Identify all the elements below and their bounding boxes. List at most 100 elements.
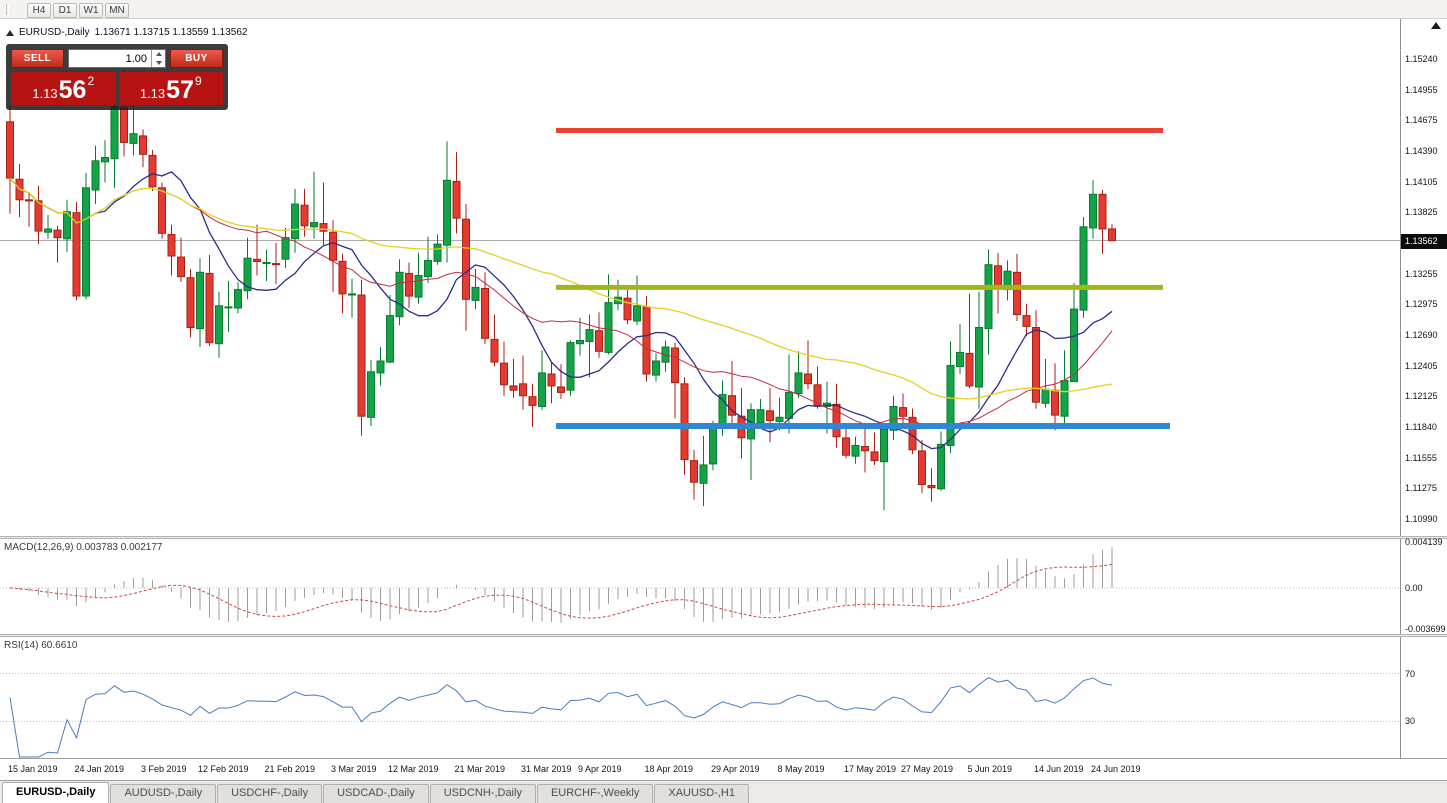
- candlestick-chart[interactable]: [0, 19, 1400, 536]
- timeframe-button-mn[interactable]: MN: [105, 3, 129, 18]
- date-axis-label: 9 Apr 2019: [578, 764, 622, 774]
- date-axis-label: 24 Jun 2019: [1091, 764, 1141, 774]
- date-axis-label: 21 Feb 2019: [264, 764, 316, 774]
- macd-histogram: [19, 547, 1113, 623]
- date-axis-label: 12 Mar 2019: [388, 764, 439, 774]
- timeframe-button-d1[interactable]: D1: [53, 3, 77, 18]
- volume-input[interactable]: 1.00: [68, 49, 166, 68]
- symbol-tab-eurusd-daily[interactable]: EURUSD-,Daily: [2, 782, 110, 803]
- date-axis-label: 27 May 2019: [901, 764, 954, 774]
- date-axis[interactable]: 15 Jan 2019 24 Jan 2019 3 Feb 2019 12 Feb 2…: [0, 758, 1447, 780]
- candles-group: [6, 69, 1116, 511]
- toolbar-grip-icon[interactable]: [6, 3, 9, 15]
- macd-axis[interactable]: 0.004139 0.00 -0.003699: [1400, 537, 1447, 634]
- rsi-indicator-label: RSI(14) 60.6610: [4, 640, 78, 651]
- timeframe-toolbar: H4 D1 W1 MN: [0, 0, 1447, 19]
- date-axis-label: 17 May 2019: [844, 764, 897, 774]
- price-axis-label: 1.11840: [1405, 422, 1437, 433]
- macd-axis-label: -0.003699: [1405, 624, 1446, 634]
- sell-price-pips: 56: [58, 76, 87, 104]
- date-axis-label: 21 Mar 2019: [454, 764, 506, 774]
- price-axis-label: 1.14955: [1405, 84, 1438, 95]
- price-axis-label: 1.12405: [1405, 360, 1438, 371]
- sell-button[interactable]: SELL: [11, 49, 64, 68]
- current-price-badge: 1.13562: [1401, 233, 1447, 249]
- price-axis-label: 1.12690: [1405, 330, 1438, 341]
- volume-spinner-up-icon[interactable]: [152, 50, 165, 59]
- date-axis-label: 3 Feb 2019: [141, 764, 187, 774]
- ma-fast-line[interactable]: [9, 171, 1113, 450]
- date-axis-label: 29 Apr 2019: [711, 764, 760, 774]
- date-axis-label: 5 Jun 2019: [967, 764, 1013, 774]
- rsi-chart[interactable]: [0, 637, 1400, 758]
- rsi-level-label: 30: [1405, 716, 1416, 727]
- symbol-tab-eurchf-weekly[interactable]: EURCHF-,Weekly: [536, 784, 654, 803]
- sell-price-display[interactable]: 1.13 56 2: [11, 72, 116, 105]
- price-axis-label: 1.14675: [1405, 115, 1438, 126]
- pane-splitter[interactable]: [0, 536, 1447, 539]
- macd-signal-line: [9, 564, 1113, 619]
- date-axis-label: 15 Jan 2019: [8, 764, 58, 774]
- date-axis-label: 31 Mar 2019: [521, 764, 572, 774]
- main-chart-pane: EURUSD-,Daily 1.13671 1.13715 1.13559 1.…: [0, 19, 1447, 536]
- timeframe-button-w1[interactable]: W1: [79, 3, 103, 18]
- buy-price-display[interactable]: 1.13 57 9: [118, 72, 223, 105]
- main-chart-plot[interactable]: EURUSD-,Daily 1.13671 1.13715 1.13559 1.…: [0, 19, 1400, 536]
- price-axis-label: 1.13825: [1405, 207, 1438, 218]
- sell-price-point: 2: [87, 74, 95, 88]
- symbol-tab-usdcad-daily[interactable]: USDCAD-,Daily: [323, 784, 429, 803]
- pane-splitter[interactable]: [0, 634, 1447, 637]
- buy-price-point: 9: [194, 74, 202, 88]
- symbol-tab-usdcnh-daily[interactable]: USDCNH-,Daily: [429, 784, 536, 803]
- buy-price-pips: 57: [166, 76, 194, 104]
- price-axis-label: 1.12125: [1405, 391, 1438, 402]
- price-axis[interactable]: 1.13562 1.15240 1.14955 1.14675 1.14390 1.14…: [1400, 19, 1447, 536]
- symbol-tab-usdchf-daily[interactable]: USDCHF-,Daily: [217, 784, 323, 803]
- price-axis-label: 1.12975: [1405, 299, 1438, 310]
- macd-indicator-label: MACD(12,26,9) 0.003783 0.002177: [4, 542, 163, 553]
- chart-tab-bar: EURUSD-,Daily AUDUSD-,Daily USDCHF-,Daily U…: [0, 780, 1447, 803]
- timeframe-button-h4[interactable]: H4: [27, 3, 51, 18]
- volume-spinner: [151, 50, 165, 67]
- macd-axis-label: 0.00: [1405, 582, 1423, 593]
- price-axis-label: 1.10990: [1405, 514, 1438, 525]
- rsi-plot[interactable]: RSI(14) 60.6610: [0, 637, 1400, 758]
- rsi-axis[interactable]: 70 30: [1400, 637, 1447, 758]
- price-axis-label: 1.11555: [1405, 452, 1437, 463]
- rsi-indicator-pane: RSI(14) 60.6610 70 30: [0, 637, 1447, 758]
- price-axis-label: 1.15240: [1405, 54, 1438, 65]
- buy-price-whole: 1.13: [139, 86, 166, 101]
- buy-button[interactable]: BUY: [170, 49, 223, 68]
- macd-axis-label: 0.004139: [1405, 537, 1443, 547]
- price-axis-label: 1.13255: [1405, 268, 1438, 279]
- date-axis-label: 8 May 2019: [777, 764, 825, 774]
- symbol-tab-audusd-daily[interactable]: AUDUSD-,Daily: [110, 784, 217, 803]
- ma-slow-line[interactable]: [9, 177, 1113, 400]
- macd-indicator-pane: MACD(12,26,9) 0.003783 0.002177 0.004139…: [0, 537, 1447, 634]
- timeframe-button-group: H4 D1 W1 MN: [27, 0, 131, 18]
- macd-plot[interactable]: MACD(12,26,9) 0.003783 0.002177: [0, 539, 1400, 634]
- one-click-trading-panel: SELL 1.00 BUY 1.13 56 2: [6, 44, 228, 110]
- macd-chart[interactable]: [0, 539, 1400, 634]
- trade-panel-collapse-icon[interactable]: [6, 29, 14, 36]
- price-axis-label: 1.11275: [1405, 483, 1437, 494]
- date-axis-label: 24 Jan 2019: [74, 764, 125, 774]
- symbol-tab-xauusd-h1[interactable]: XAUUSD-,H1: [654, 784, 749, 803]
- rsi-level-label: 70: [1405, 668, 1416, 679]
- price-axis-label: 1.14105: [1405, 176, 1438, 187]
- date-axis-label: 12 Feb 2019: [198, 764, 249, 774]
- current-price-value: 1.13562: [1405, 235, 1438, 246]
- rsi-line: [9, 677, 1113, 758]
- chart-symbol-label: EURUSD-,Daily: [19, 27, 90, 38]
- sell-price-whole: 1.13: [32, 86, 58, 101]
- price-axis-label: 1.14390: [1405, 146, 1438, 157]
- volume-spinner-down-icon[interactable]: [152, 59, 165, 68]
- date-axis-label: 18 Apr 2019: [644, 764, 694, 774]
- chart-header: EURUSD-,Daily 1.13671 1.13715 1.13559 1.…: [6, 27, 248, 38]
- chart-shift-icon[interactable]: [1431, 22, 1441, 29]
- date-axis-label: 14 Jun 2019: [1034, 764, 1084, 774]
- date-axis-label: 3 Mar 2019: [331, 764, 377, 774]
- volume-value: 1.00: [125, 52, 147, 65]
- chart-ohlc-label: 1.13671 1.13715 1.13559 1.13562: [94, 27, 248, 38]
